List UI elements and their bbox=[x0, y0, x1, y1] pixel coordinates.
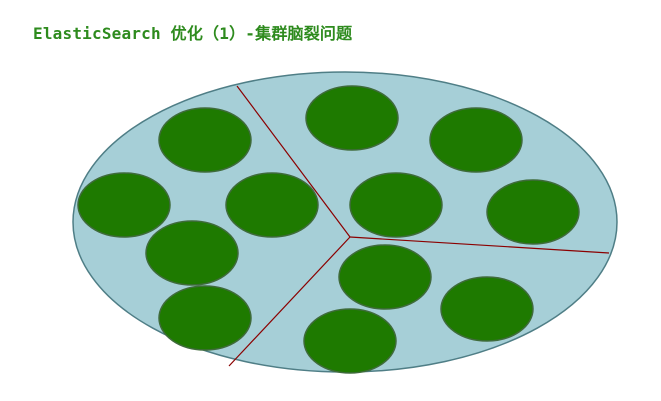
partition-line-bottom bbox=[228, 236, 351, 367]
node-top-right-partition-9 bbox=[486, 179, 580, 245]
node-top-right-partition-7 bbox=[429, 107, 523, 173]
partition-line-right bbox=[349, 236, 610, 254]
node-left-partition-3 bbox=[225, 172, 319, 238]
node-top-right-partition-6 bbox=[305, 85, 399, 151]
node-left-partition-4 bbox=[145, 220, 239, 286]
node-left-partition-5 bbox=[158, 285, 252, 351]
node-top-right-partition-8 bbox=[349, 172, 443, 238]
node-bottom-right-partition-11 bbox=[440, 276, 534, 342]
node-bottom-right-partition-12 bbox=[303, 308, 397, 374]
node-left-partition-1 bbox=[158, 107, 252, 173]
page-title: ElasticSearch 优化（1）-集群脑裂问题 bbox=[33, 24, 353, 43]
partition-lines bbox=[228, 85, 610, 367]
cluster-nodes bbox=[77, 85, 580, 374]
partition-line-top bbox=[236, 85, 351, 238]
node-left-partition-2 bbox=[77, 172, 171, 238]
node-bottom-right-partition-10 bbox=[338, 244, 432, 310]
